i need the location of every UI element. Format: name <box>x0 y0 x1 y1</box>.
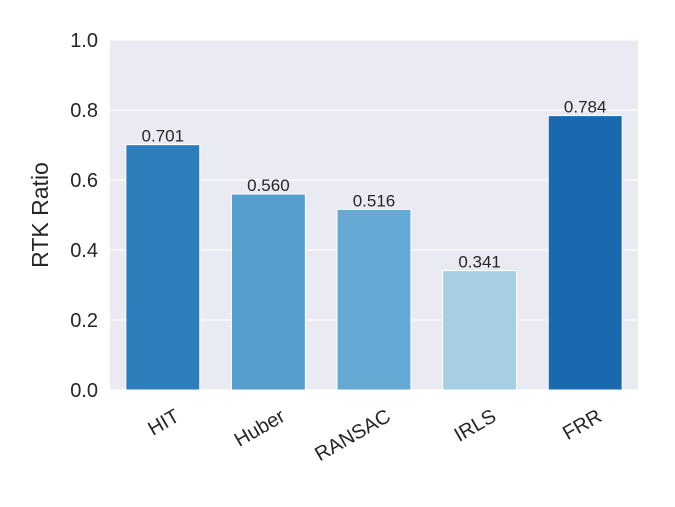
x-tick-label: RANSAC <box>311 405 394 466</box>
bar-irls <box>442 270 518 391</box>
bar-frr <box>547 115 623 391</box>
x-axis-ticks: HIT Huber RANSAC IRLS FRR <box>144 405 605 466</box>
bars <box>125 115 623 391</box>
x-tick-label: HIT <box>144 405 183 440</box>
y-tick-label: 0.8 <box>70 100 98 122</box>
y-axis-label: RTK Ratio <box>27 162 53 268</box>
x-tick-label: IRLS <box>451 405 501 446</box>
bar-hit <box>125 144 201 391</box>
data-label-irls: 0.341 <box>458 253 501 272</box>
y-tick-label: 0.0 <box>70 380 98 402</box>
x-tick-label: FRR <box>559 405 606 445</box>
y-tick-label: 0.4 <box>70 240 98 262</box>
y-axis-ticks: 0.0 0.2 0.4 0.6 0.8 1.0 <box>70 30 98 402</box>
data-label-ransac: 0.516 <box>353 191 396 210</box>
x-tick-label: Huber <box>231 405 289 451</box>
y-tick-label: 0.2 <box>70 310 98 332</box>
data-label-hit: 0.701 <box>142 127 185 146</box>
bar-huber <box>230 193 306 391</box>
y-tick-label: 1.0 <box>70 30 98 52</box>
y-tick-label: 0.6 <box>70 170 98 192</box>
data-labels: 0.701 0.560 0.516 0.341 0.784 <box>142 98 607 272</box>
bar-ransac <box>336 208 412 391</box>
data-label-frr: 0.784 <box>564 98 607 117</box>
data-label-huber: 0.560 <box>247 176 290 195</box>
